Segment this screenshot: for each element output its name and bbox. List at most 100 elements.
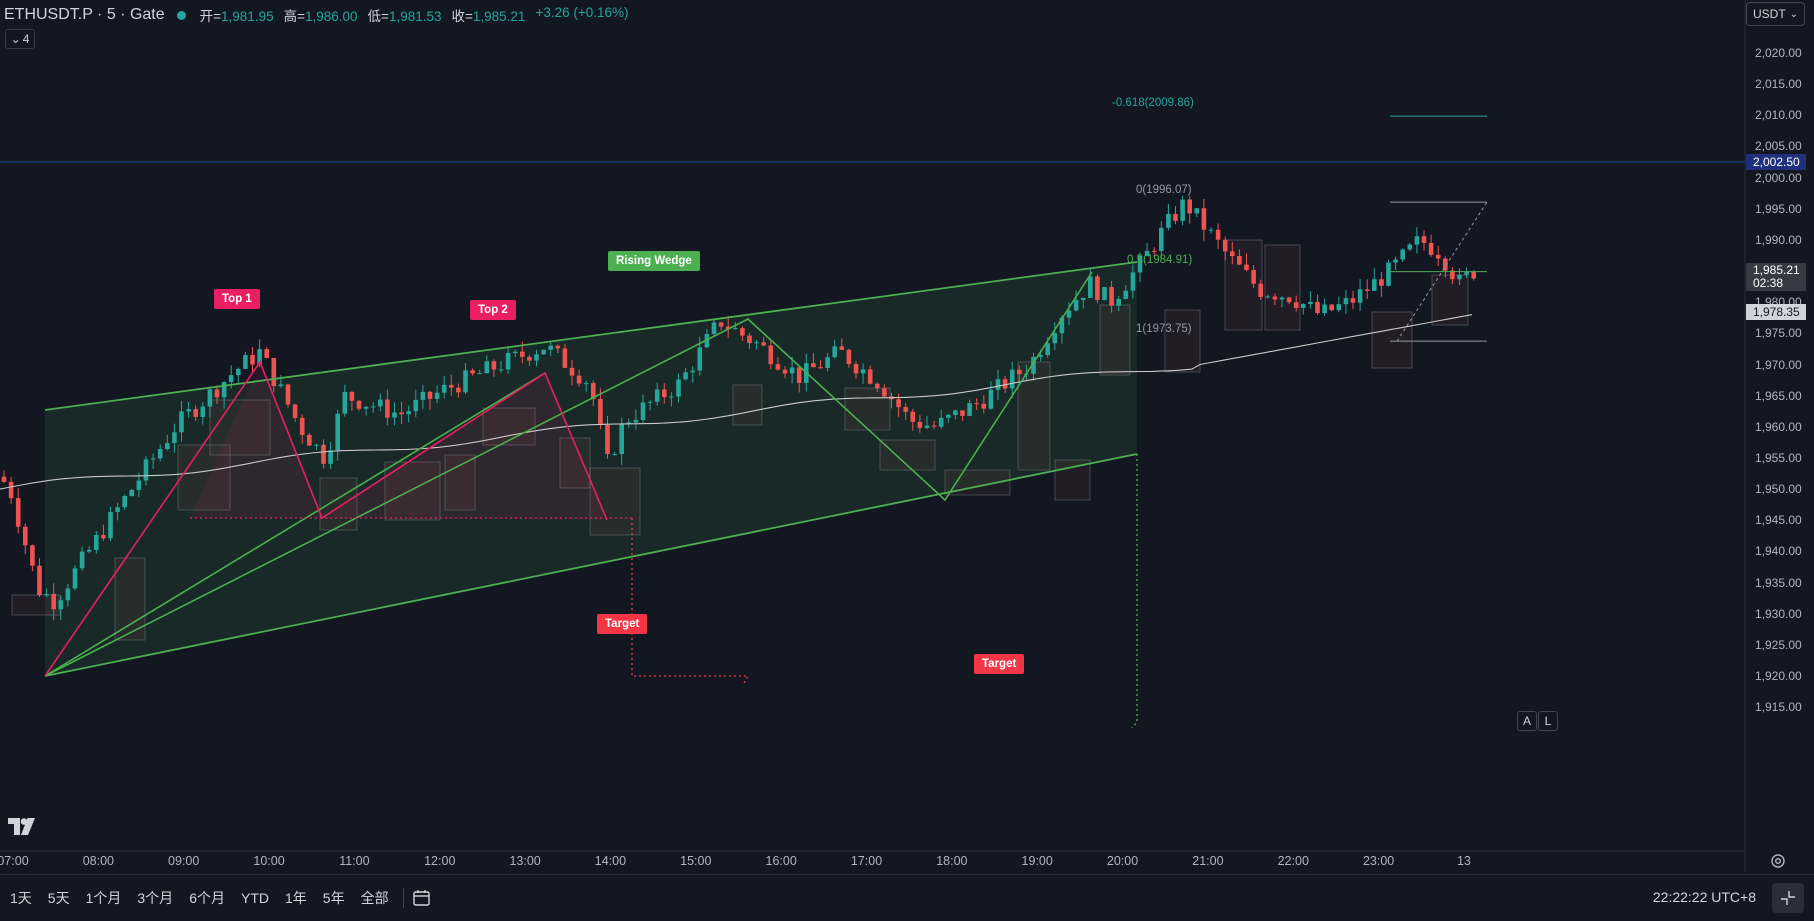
- currency-select[interactable]: USDT ⌄: [1746, 2, 1805, 26]
- price-tick: 2,015.00: [1755, 77, 1802, 92]
- candle-body: [1308, 301, 1313, 305]
- order-block-box: [384, 461, 441, 521]
- candle-body: [356, 400, 362, 409]
- candle-body: [1059, 317, 1065, 334]
- range-6m[interactable]: 6个月: [189, 890, 225, 906]
- price-tick: 1,955.00: [1755, 450, 1802, 465]
- candle-body: [946, 414, 951, 418]
- candle-body: [782, 369, 788, 374]
- auto-scale-button[interactable]: A: [1517, 711, 1537, 731]
- range-1y[interactable]: 1年: [284, 890, 307, 906]
- price-tick: 2,000.00: [1755, 170, 1802, 185]
- indicators-collapse-button[interactable]: ⌄ 4: [5, 29, 35, 49]
- range-all[interactable]: 全部: [360, 890, 389, 906]
- candle-body: [1428, 242, 1434, 255]
- candle-body: [236, 368, 241, 376]
- candle-body: [1222, 239, 1228, 252]
- settings-gear-icon[interactable]: [1770, 853, 1786, 869]
- candle-body: [30, 545, 35, 566]
- candle-body: [335, 413, 340, 451]
- candle-body: [385, 399, 390, 418]
- tradingview-logo-icon[interactable]: [8, 818, 40, 836]
- candle-body: [37, 565, 42, 596]
- candle-body: [1180, 199, 1185, 221]
- candle-body: [292, 404, 298, 418]
- candle-body: [307, 434, 312, 446]
- candle-body: [711, 322, 717, 335]
- fib-trend-line: [1396, 201, 1488, 342]
- symbol-title[interactable]: ETHUSDT.P · 5 · Gate: [4, 6, 165, 23]
- candle-body: [1045, 343, 1050, 356]
- fib-level-neg618: -0.618(2009.86): [1112, 97, 1194, 109]
- order-block-box: [1164, 309, 1201, 373]
- price-tick: 2,020.00: [1755, 46, 1802, 60]
- candle-body: [498, 369, 504, 371]
- rising-wedge-fill: [45, 262, 1137, 676]
- target-label-2[interactable]: Target: [974, 654, 1025, 674]
- price-tick: 1,950.00: [1755, 482, 1802, 497]
- wedge-zigzag: [44, 271, 1093, 677]
- candle-body: [44, 593, 49, 596]
- candle-body: [413, 399, 419, 412]
- candle-body: [725, 326, 731, 330]
- range-5d[interactable]: 5天: [47, 890, 70, 906]
- candle-body: [441, 384, 447, 393]
- candle-body: [569, 367, 575, 376]
- top2-label[interactable]: Top 2: [470, 300, 516, 320]
- candle-body: [179, 411, 184, 433]
- candle-body: [576, 375, 582, 384]
- candle-body: [484, 361, 490, 374]
- candle-body: [1443, 258, 1448, 271]
- candle-body: [697, 347, 703, 371]
- candle-body: [1372, 279, 1377, 291]
- candle-body: [363, 406, 369, 409]
- candle-body: [72, 568, 78, 589]
- range-1m[interactable]: 1个月: [85, 890, 122, 906]
- candle-body: [15, 498, 21, 527]
- time-tick: 10:00: [253, 854, 285, 868]
- target-label-1[interactable]: Target: [597, 614, 648, 634]
- maximize-chart-button[interactable]: [1772, 883, 1804, 913]
- candle-body: [1386, 262, 1391, 286]
- price-tick: 1,930.00: [1755, 606, 1802, 621]
- candle-body: [1301, 304, 1306, 308]
- price-tick: 1,920.00: [1755, 669, 1802, 683]
- candle-body: [1102, 287, 1107, 301]
- price-axis[interactable]: 2,020.00 2,015.00 2,010.00 2,005.00 2,000.00…: [1745, 0, 1814, 872]
- candle-body: [1208, 229, 1214, 231]
- candle-body: [1215, 229, 1221, 240]
- rising-wedge-label[interactable]: Rising Wedge: [608, 251, 700, 271]
- range-1d[interactable]: 1天: [10, 890, 32, 906]
- log-scale-button[interactable]: L: [1538, 711, 1558, 731]
- clock-timezone[interactable]: 22:22:22 UTC+8: [1652, 889, 1756, 905]
- candle-body: [150, 458, 156, 460]
- order-block-box: [209, 399, 271, 456]
- candle-body: [477, 373, 482, 375]
- candle-body: [1293, 302, 1299, 308]
- candle-body: [8, 481, 14, 499]
- order-block-box: [1371, 311, 1413, 369]
- candle-body: [463, 370, 468, 393]
- time-tick: 14:00: [594, 854, 627, 868]
- candle-body: [718, 322, 724, 327]
- candle-body: [583, 383, 589, 385]
- candle-body: [1073, 300, 1079, 311]
- target2-path: [1131, 454, 1138, 729]
- fib-level-05: 0.5(1984.91): [1127, 254, 1193, 266]
- range-5y[interactable]: 5年: [322, 890, 345, 906]
- date-range-icon[interactable]: [412, 889, 432, 907]
- candle-body: [1066, 310, 1072, 318]
- price-tick: 2,005.00: [1755, 139, 1802, 154]
- top1-label[interactable]: Top 1: [214, 289, 260, 309]
- range-ytd[interactable]: YTD: [240, 890, 269, 906]
- order-block-box: [1099, 304, 1131, 376]
- candle-body: [1187, 199, 1192, 214]
- range-3m[interactable]: 3个月: [137, 890, 174, 906]
- candle-body: [924, 425, 930, 428]
- time-axis[interactable]: 07:00 08:00 09:00 10:00 11:00 12:00 13:00 14:00…: [0, 852, 1745, 872]
- time-tick: 13:00: [509, 854, 541, 868]
- time-tick: 08:00: [82, 854, 114, 868]
- time-tick: 21:00: [1192, 854, 1224, 868]
- candle-body: [910, 411, 916, 422]
